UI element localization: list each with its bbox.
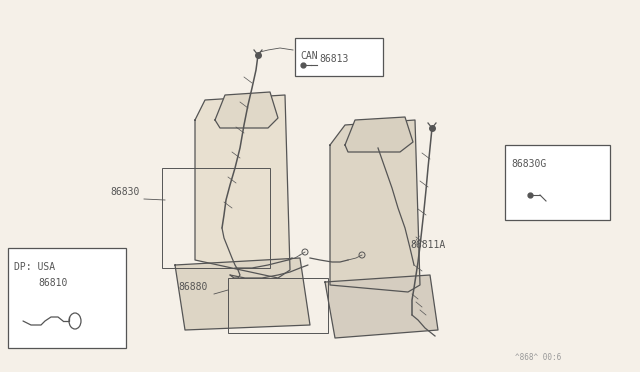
Polygon shape: [345, 117, 413, 152]
Text: 86880: 86880: [178, 282, 207, 292]
Text: 86813: 86813: [319, 54, 348, 64]
Text: ^868^ 00:6: ^868^ 00:6: [515, 353, 561, 362]
Polygon shape: [215, 92, 278, 128]
Text: 86810: 86810: [38, 278, 67, 288]
Bar: [505, 145, 610, 220]
Polygon shape: [330, 120, 420, 292]
Bar: [8, 248, 126, 348]
Polygon shape: [325, 275, 438, 338]
Polygon shape: [175, 258, 310, 330]
Bar: [295, 38, 383, 76]
Text: 86830: 86830: [110, 187, 140, 197]
Text: CAN: CAN: [300, 51, 317, 61]
Polygon shape: [195, 95, 290, 278]
Bar: [162, 168, 270, 268]
Text: 86811A: 86811A: [410, 240, 445, 250]
Text: 86830G: 86830G: [511, 159, 547, 169]
Text: DP: USA: DP: USA: [14, 262, 55, 272]
Bar: [228, 278, 328, 333]
